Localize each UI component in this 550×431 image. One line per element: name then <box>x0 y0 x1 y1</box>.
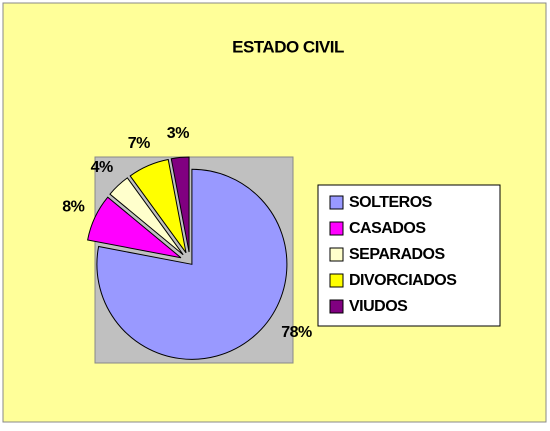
legend-label: SOLTEROS <box>349 194 433 211</box>
data-label: 7% <box>128 135 150 152</box>
pie-slice <box>170 156 190 253</box>
pie-slice <box>129 158 187 254</box>
legend-label: DIVORCIADOS <box>349 272 457 289</box>
data-label: 4% <box>91 159 113 176</box>
data-label: 78% <box>281 324 312 341</box>
data-label: 8% <box>62 198 84 215</box>
pie-slice <box>96 168 288 360</box>
pie-slice <box>87 196 182 259</box>
legend-label: SEPARADOS <box>349 246 445 263</box>
legend-swatch <box>329 221 344 236</box>
legend-swatch <box>329 299 344 314</box>
legend-swatch <box>329 247 344 262</box>
data-label: 3% <box>167 125 189 142</box>
legend-label: VIUDOS <box>349 298 408 315</box>
legend <box>317 184 501 327</box>
legend-swatch <box>329 273 344 288</box>
chart-title: ESTADO CIVIL <box>232 37 344 56</box>
legend-label: CASADOS <box>349 220 426 237</box>
pie-slice <box>109 177 184 256</box>
legend-swatch <box>329 195 344 210</box>
